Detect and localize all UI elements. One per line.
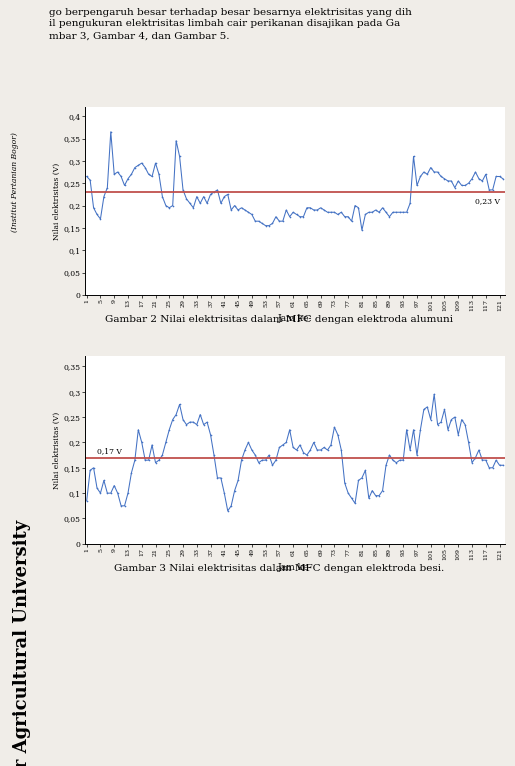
Text: 0,17 V: 0,17 V <box>97 447 122 456</box>
X-axis label: Jam ke-: Jam ke- <box>278 314 312 322</box>
Text: go berpengaruh besar terhadap besar besarnya elektrisitas yang dih
il pengukuran: go berpengaruh besar terhadap besar besa… <box>49 8 412 41</box>
Text: 0,23 V: 0,23 V <box>474 198 500 205</box>
Text: Bogor Agricultural University: Bogor Agricultural University <box>13 519 31 766</box>
Text: Gambar 2 Nilai elektrisitas dalam MFC dengan elektroda alumuni: Gambar 2 Nilai elektrisitas dalam MFC de… <box>106 316 453 324</box>
Text: (Institut Pertanian Bogor): (Institut Pertanian Bogor) <box>11 132 20 232</box>
Text: Gambar 3 Nilai elektrisitas dalam MFC dengan elektroda besi.: Gambar 3 Nilai elektrisitas dalam MFC de… <box>114 565 444 573</box>
Y-axis label: Nilai elektrisitas (V): Nilai elektrisitas (V) <box>53 162 61 240</box>
X-axis label: Jam ke-: Jam ke- <box>278 563 312 571</box>
Y-axis label: Nilai elektrisitas (V): Nilai elektrisitas (V) <box>53 411 61 489</box>
